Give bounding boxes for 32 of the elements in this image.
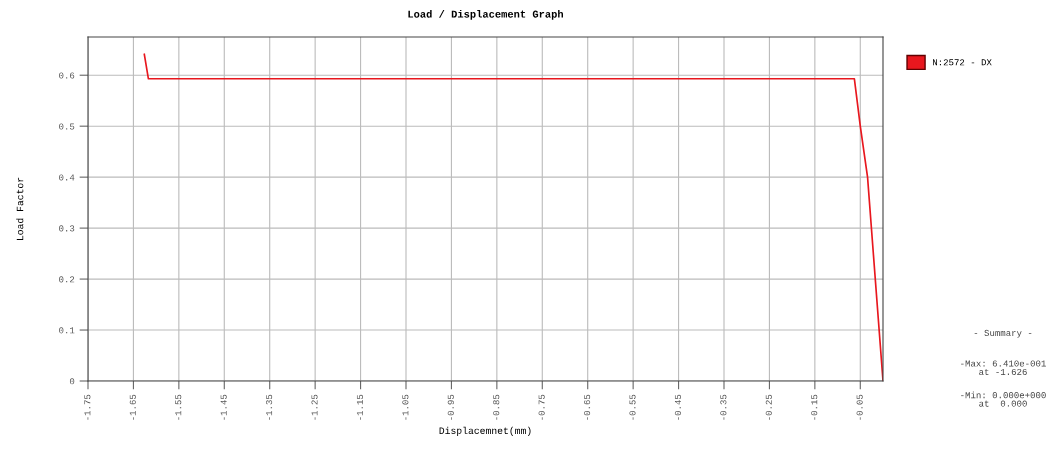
- y-tick-label: 0: [69, 378, 75, 385]
- text: - Summary -: [974, 329, 1032, 338]
- x-tick-label: -1.65: [129, 394, 136, 420]
- x-tick-label: -0.55: [629, 394, 636, 420]
- y-tick-label: 0.3: [59, 225, 75, 232]
- x-tick-label: -1.05: [402, 394, 409, 420]
- x-tick-label: -0.05: [856, 394, 863, 420]
- x-tick-label: -1.35: [266, 394, 273, 420]
- x-tick-label: -0.35: [720, 394, 727, 420]
- x-tick-label: -0.25: [765, 394, 772, 420]
- x-tick-label: -0.75: [538, 394, 545, 420]
- x-tick-label: -1.75: [84, 394, 91, 420]
- x-tick-label: -0.85: [493, 394, 500, 420]
- y-tick-label: 0.6: [59, 72, 75, 79]
- y-tick-label: 0.5: [59, 123, 75, 130]
- x-tick-label: -0.95: [447, 394, 454, 420]
- chart-title: Load / Displacement Graph: [408, 10, 563, 20]
- y-tick-label: 0.2: [59, 276, 75, 283]
- legend-label: N:2572 - DX: [933, 59, 992, 66]
- x-axis-title: Displacemnet(mm): [439, 426, 531, 436]
- y-tick-label: 0.1: [59, 327, 75, 334]
- x-tick-label: -0.45: [674, 394, 681, 420]
- x-tick-label: -0.15: [811, 394, 818, 420]
- y-tick-label: 0.4: [59, 174, 75, 181]
- x-tick-label: -1.45: [220, 394, 227, 420]
- x-tick-label: -1.25: [311, 394, 318, 420]
- x-tick-label: -0.65: [584, 394, 591, 420]
- text: -Min: 0.000e+000 at 0.000: [961, 391, 1046, 407]
- x-tick-label: -1.15: [356, 394, 363, 420]
- x-tick-label: -1.55: [175, 394, 182, 420]
- y-axis-title: Load Factor: [16, 177, 24, 240]
- text: -Max: 6.410e-001 at -1.626: [961, 360, 1046, 376]
